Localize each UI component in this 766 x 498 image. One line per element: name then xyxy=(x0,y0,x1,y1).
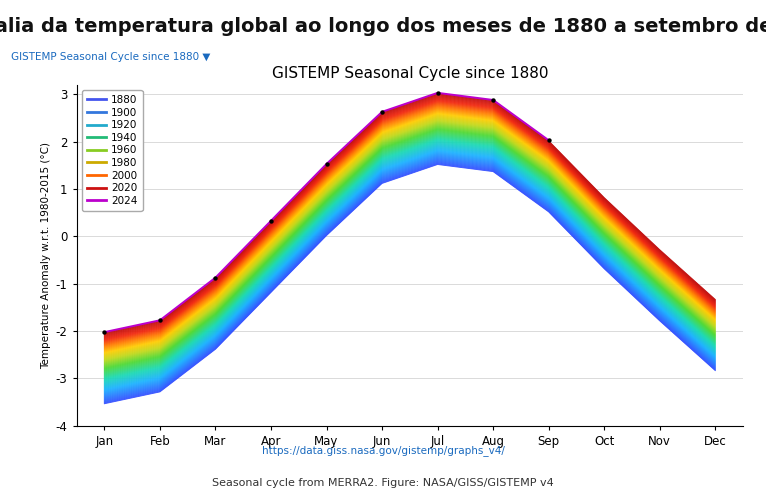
Point xyxy=(320,160,332,168)
Text: GISTEMP Seasonal Cycle since 1880 ▼: GISTEMP Seasonal Cycle since 1880 ▼ xyxy=(11,52,211,62)
Point xyxy=(98,328,110,336)
Text: Anomalia da temperatura global ao longo dos meses de 1880 a setembro de 2024: Anomalia da temperatura global ao longo … xyxy=(0,17,766,36)
Point xyxy=(376,108,388,116)
Point xyxy=(209,274,221,282)
Point xyxy=(431,89,444,97)
Legend: 1880, 1900, 1920, 1940, 1960, 1980, 2000, 2020, 2024: 1880, 1900, 1920, 1940, 1960, 1980, 2000… xyxy=(82,90,142,211)
Y-axis label: Temperature Anomaly w.r.t. 1980-2015 (°C): Temperature Anomaly w.r.t. 1980-2015 (°C… xyxy=(41,142,51,369)
Point xyxy=(487,96,499,104)
Text: Seasonal cycle from MERRA2. Figure: NASA/GISS/GISTEMP v4: Seasonal cycle from MERRA2. Figure: NASA… xyxy=(212,478,554,488)
Point xyxy=(542,136,555,144)
Point xyxy=(265,217,277,225)
Title: GISTEMP Seasonal Cycle since 1880: GISTEMP Seasonal Cycle since 1880 xyxy=(272,66,548,81)
Text: https://data.giss.nasa.gov/gistemp/graphs_v4/: https://data.giss.nasa.gov/gistemp/graph… xyxy=(261,445,505,456)
Point xyxy=(154,316,166,324)
